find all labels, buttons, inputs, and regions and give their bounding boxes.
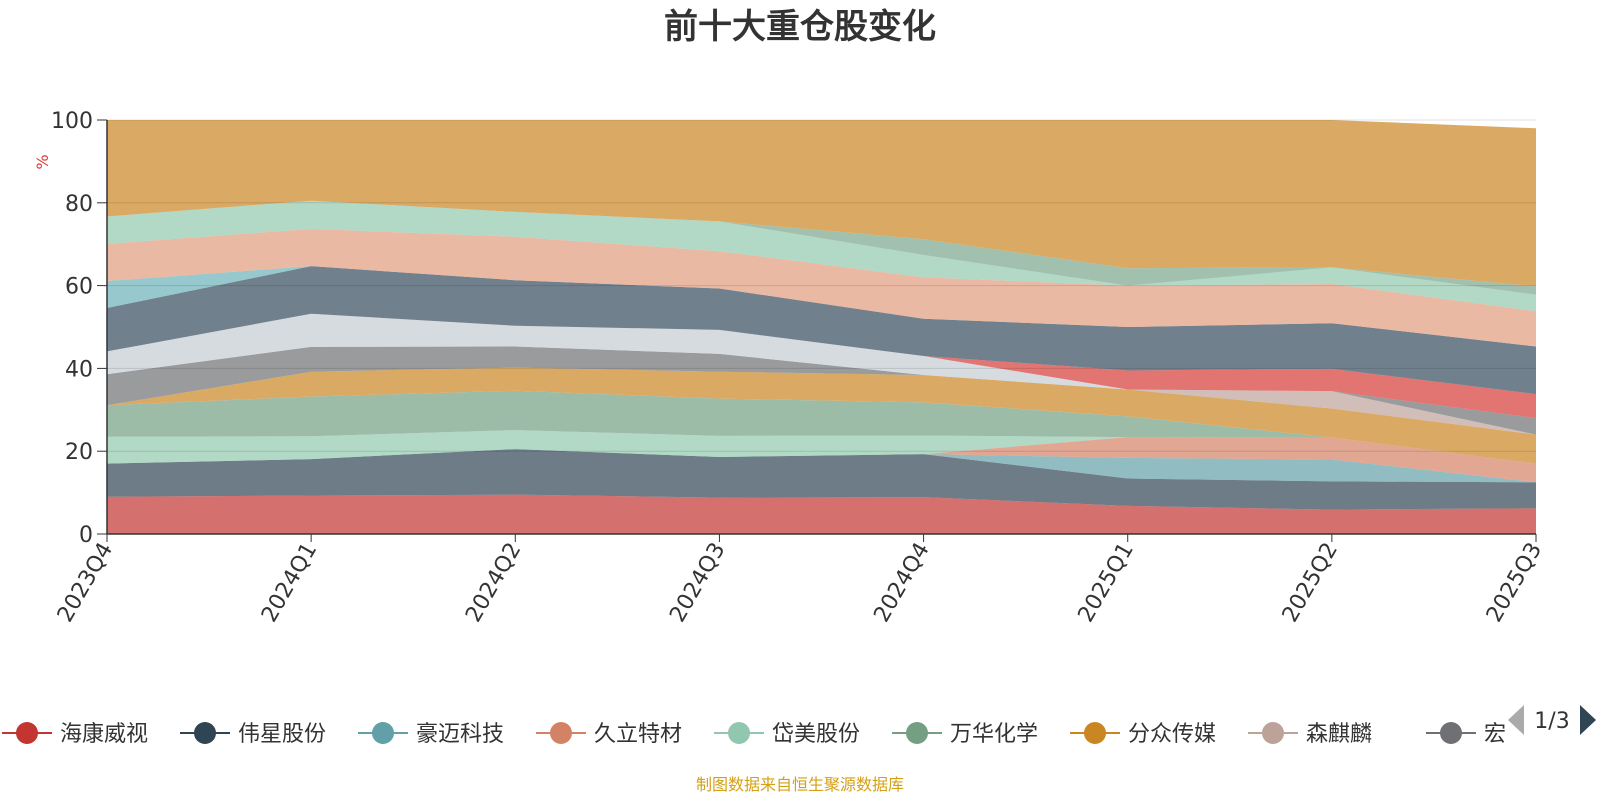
legend-label: 分众传媒 bbox=[1128, 722, 1216, 747]
legend-marker-icon bbox=[550, 722, 572, 744]
legend-next-icon[interactable] bbox=[1580, 705, 1596, 735]
legend-marker-icon bbox=[906, 722, 928, 744]
area-series-16 bbox=[107, 200, 1536, 295]
legend-item[interactable]: 宏 bbox=[1426, 722, 1506, 747]
legend: 海康威视 伟星股份 豪迈科技 久立特材 岱美股份 万华化学 分众传媒 森麒麟 宏 bbox=[2, 722, 1506, 747]
x-tick-label: 2025Q2 bbox=[1278, 539, 1343, 627]
x-tick-label: 2024Q2 bbox=[461, 539, 526, 627]
y-tick-label: 60 bbox=[65, 275, 93, 300]
legend-label: 伟星股份 bbox=[238, 722, 326, 747]
legend-label: 岱美股份 bbox=[772, 722, 860, 747]
legend-pager: 1/3 bbox=[1508, 705, 1596, 735]
x-tick-label: 2024Q4 bbox=[869, 539, 934, 627]
area-series-5 bbox=[107, 430, 1536, 464]
area-series-7 bbox=[107, 367, 1536, 464]
area-series-17 bbox=[107, 120, 1536, 287]
y-tick-label: 40 bbox=[65, 357, 93, 382]
y-axis-label: % bbox=[33, 154, 52, 169]
legend-item[interactable]: 海康威视 bbox=[2, 722, 148, 747]
x-tick-label: 2024Q1 bbox=[257, 539, 322, 627]
legend-item[interactable]: 万华化学 bbox=[892, 722, 1038, 747]
area-series-4 bbox=[107, 437, 1536, 483]
area-series-13 bbox=[107, 266, 1536, 347]
legend-item[interactable]: 岱美股份 bbox=[714, 722, 860, 747]
x-tick-label: 2023Q4 bbox=[53, 539, 118, 627]
legend-marker-icon bbox=[372, 722, 394, 744]
y-tick-labels: 0 20 40 60 80 100 bbox=[51, 109, 93, 548]
legend-item[interactable]: 久立特材 bbox=[536, 722, 682, 747]
y-tick-label: 80 bbox=[65, 192, 93, 217]
area-layers bbox=[107, 120, 1536, 534]
x-tick-label: 2025Q1 bbox=[1074, 539, 1139, 627]
axes bbox=[106, 120, 1536, 535]
area-series-9 bbox=[107, 346, 1536, 435]
area-series-1 bbox=[107, 494, 1536, 534]
area-series-6 bbox=[107, 390, 1536, 464]
legend-marker-icon bbox=[16, 722, 38, 744]
y-tick-label: 100 bbox=[51, 109, 93, 134]
area-series-10 bbox=[107, 313, 1536, 419]
x-tick-label: 2024Q3 bbox=[665, 539, 730, 627]
legend-marker-icon bbox=[1262, 722, 1284, 744]
legend-item[interactable]: 伟星股份 bbox=[180, 722, 326, 747]
legend-page-indicator: 1/3 bbox=[1534, 709, 1569, 734]
legend-marker-icon bbox=[1084, 722, 1106, 744]
legend-marker-icon bbox=[728, 722, 750, 744]
legend-label: 海康威视 bbox=[60, 722, 148, 747]
area-series-12 bbox=[107, 266, 1536, 395]
x-tick-labels: 2023Q4 2024Q1 2024Q2 2024Q3 2024Q4 2025Q1 2025… bbox=[53, 534, 1547, 627]
legend-marker-icon bbox=[1440, 722, 1462, 744]
area-series-14 bbox=[107, 228, 1536, 347]
legend-prev-icon[interactable] bbox=[1508, 705, 1524, 735]
chart-title: 前十大重仓股变化 bbox=[664, 7, 936, 47]
area-series-3 bbox=[107, 449, 1536, 483]
legend-item[interactable]: 森麒麟 bbox=[1248, 722, 1372, 747]
legend-marker-icon bbox=[194, 722, 216, 744]
legend-label: 久立特材 bbox=[594, 722, 682, 747]
legend-label: 豪迈科技 bbox=[416, 722, 504, 747]
area-series-15 bbox=[107, 200, 1536, 312]
y-tick-label: 0 bbox=[79, 523, 93, 548]
legend-label: 森麒麟 bbox=[1306, 722, 1372, 747]
legend-label: 万华化学 bbox=[950, 722, 1038, 747]
legend-label: 宏 bbox=[1484, 722, 1506, 747]
legend-item[interactable]: 分众传媒 bbox=[1070, 722, 1216, 747]
y-tick-label: 20 bbox=[65, 440, 93, 465]
source-note: 制图数据来自恒生聚源数据库 bbox=[696, 775, 904, 794]
legend-item[interactable]: 豪迈科技 bbox=[358, 722, 504, 747]
x-tick-label: 2025Q3 bbox=[1482, 539, 1547, 627]
area-series-2 bbox=[107, 449, 1536, 510]
